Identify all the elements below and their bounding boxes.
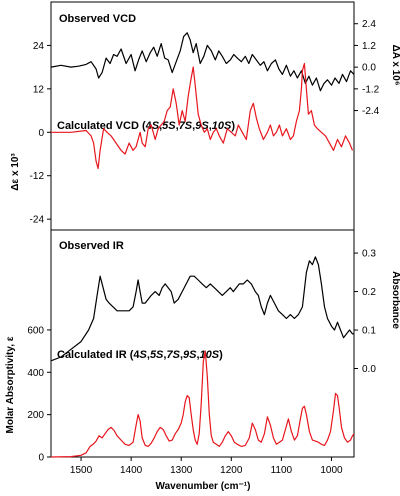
ir-left-tick-label: 400 bbox=[27, 368, 44, 379]
vcd-right-tick-label: 2.4 bbox=[362, 19, 376, 30]
vcd-right-tick-label: -1.2 bbox=[362, 84, 380, 95]
ir-left-tick-label: 600 bbox=[27, 325, 44, 336]
ir-observed-series-line bbox=[50, 256, 354, 362]
bottom-left-axis-label: Molar Absorptivity, ε bbox=[5, 336, 16, 433]
vcd-left-tick-label: 0 bbox=[38, 128, 44, 139]
top-panel-frame bbox=[50, 1, 355, 231]
top-right-axis-label: ΔA x 10⁶ bbox=[390, 45, 400, 86]
ir-right-tick-label: 0.1 bbox=[362, 326, 376, 337]
vcd-calculated-series-line bbox=[51, 62, 354, 170]
vcd-right-tick-label: 0.0 bbox=[362, 63, 376, 74]
x-tick-label: 1500 bbox=[70, 465, 93, 476]
calculated-ir-title: Calculated IR (4S,5S,7S,9S,10S) bbox=[57, 349, 223, 361]
x-tick-label: 1300 bbox=[170, 465, 193, 476]
x-tick-label: 1100 bbox=[271, 465, 293, 476]
vcd-right-tick-label: -2.4 bbox=[362, 106, 380, 117]
vcd-left-tick-label: 24 bbox=[33, 41, 45, 52]
ir-left-tick-label: 200 bbox=[27, 410, 44, 421]
ir-right-tick-label: 0.0 bbox=[362, 364, 376, 375]
x-tick-label: 1200 bbox=[220, 465, 243, 476]
ir-left-tick-label: 0 bbox=[38, 453, 44, 464]
ir-right-tick-label: 0.3 bbox=[362, 249, 376, 260]
ir-calculated-series-line bbox=[50, 350, 355, 458]
vcd-left-tick-label: -24 bbox=[30, 215, 45, 226]
x-axis-label: Wavenumber (cm⁻¹) bbox=[156, 481, 251, 492]
bottom-panel-frame bbox=[50, 229, 355, 458]
vcd-left-tick-label: -12 bbox=[30, 171, 45, 182]
observed-vcd-title: Observed VCD bbox=[59, 13, 136, 25]
bottom-right-axis-label: Absorbance bbox=[390, 271, 400, 329]
ir-right-tick-label: 0.2 bbox=[362, 287, 376, 298]
chart-marks: 24 12 0 -12 -24 2.4 1.2 0.0 -1.2 -2.4 600 400 200 0 0.… bbox=[27, 19, 379, 476]
observed-ir-title: Observed IR bbox=[59, 240, 124, 252]
x-tick-label: 1000 bbox=[320, 465, 343, 476]
x-tick-label: 1400 bbox=[120, 465, 143, 476]
top-left-axis-label: Δε x 10³ bbox=[10, 153, 21, 191]
vcd-left-tick-label: 12 bbox=[33, 84, 45, 95]
vcd-right-tick-label: 1.2 bbox=[362, 41, 376, 52]
vcd-observed-series-line bbox=[50, 32, 355, 92]
